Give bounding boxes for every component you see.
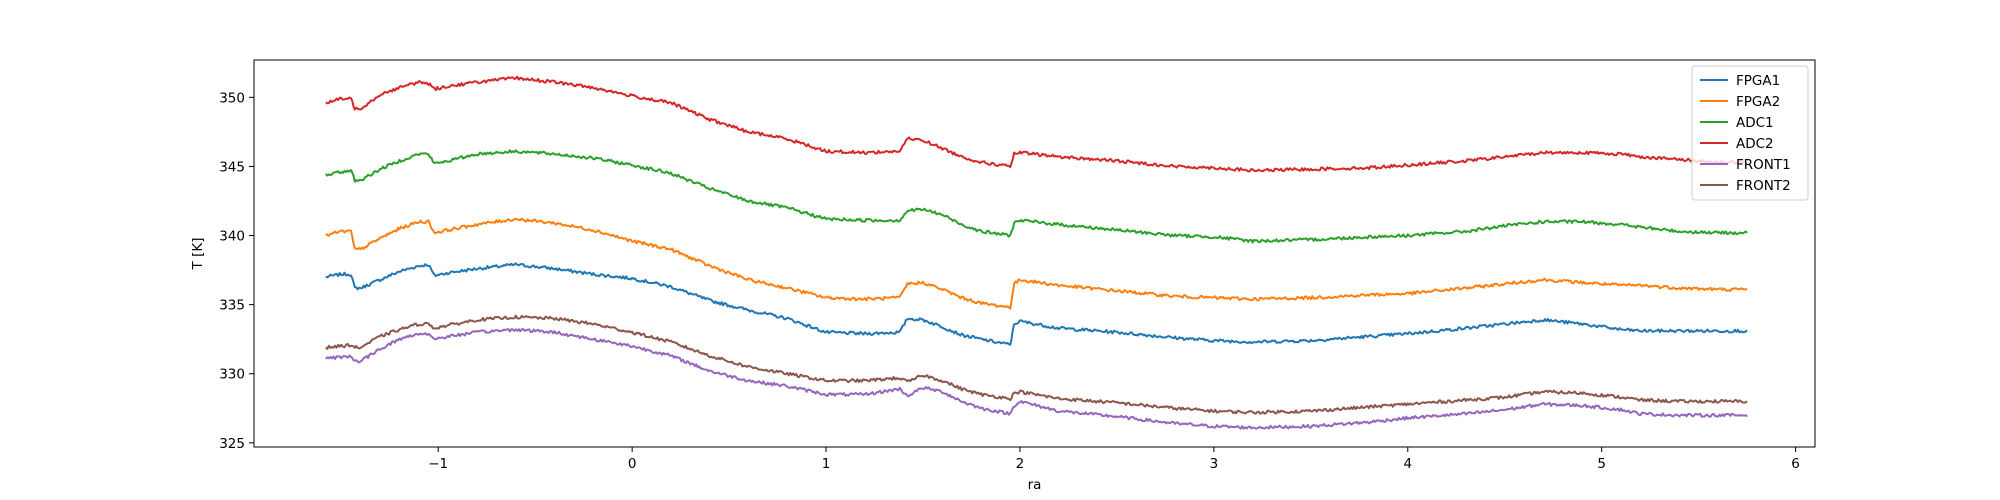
series-line-adc1: [325, 149, 1748, 244]
x-tick-label: 0: [628, 456, 637, 472]
series-line-front2: [325, 314, 1748, 415]
series-line-front1: [325, 328, 1748, 430]
series-line-fpga2: [325, 217, 1748, 310]
y-tick-label: 340: [219, 229, 245, 245]
y-tick-label: 335: [219, 298, 245, 314]
x-tick-label: 3: [1210, 456, 1219, 472]
x-tick-label: 6: [1791, 456, 1800, 472]
x-tick-label: −1: [428, 456, 448, 472]
axes-frame: [253, 59, 1816, 448]
y-axis: 325 330 335 340 345 350: [219, 90, 254, 452]
legend-label-fpga2: FPGA2: [1736, 94, 1780, 110]
legend-label-fpga1: FPGA1: [1736, 73, 1780, 89]
x-tick-label: 4: [1403, 456, 1412, 472]
series-line-fpga1: [325, 262, 1748, 346]
series-line-adc2: [325, 75, 1748, 173]
legend-box: [1691, 65, 1809, 201]
x-tick-label: 2: [1016, 456, 1025, 472]
y-tick-label: 350: [219, 90, 245, 106]
legend-label-front2: FRONT2: [1736, 178, 1791, 194]
y-tick-label: 345: [219, 159, 245, 175]
plot-area: [325, 75, 1748, 430]
legend-label-adc2: ADC2: [1736, 136, 1774, 152]
legend-label-adc1: ADC1: [1736, 115, 1774, 131]
x-tick-label: 5: [1597, 456, 1606, 472]
y-tick-label: 330: [219, 367, 245, 383]
x-axis-label: ra: [1028, 477, 1042, 493]
legend-label-front1: FRONT1: [1736, 157, 1791, 173]
legend: FPGA1 FPGA2 ADC1 ADC2 FRONT1 FRONT2: [1691, 65, 1809, 201]
x-tick-label: 1: [822, 456, 831, 472]
x-axis: −1 0 1 2 3 4 5 6: [428, 447, 1800, 472]
y-tick-label: 325: [219, 436, 245, 452]
y-axis-label: T [K]: [190, 238, 206, 271]
